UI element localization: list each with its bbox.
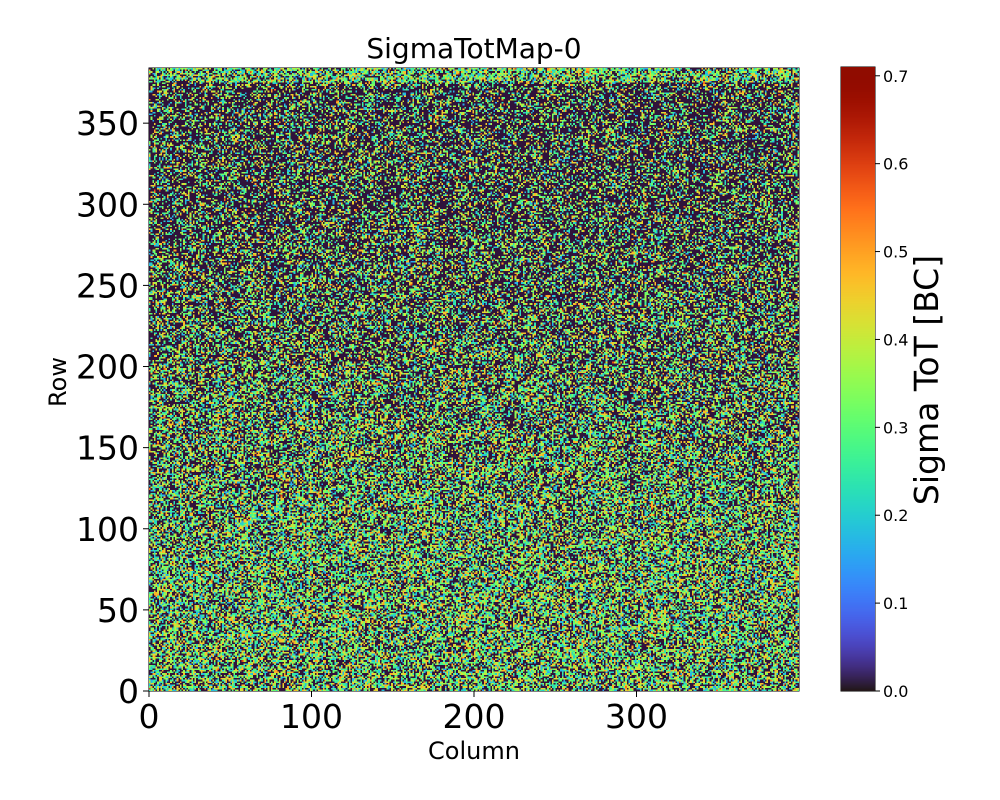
colorbar-tick-label: 0.1 <box>883 594 908 613</box>
y-tick-label: 250 <box>76 266 139 305</box>
chart-title: SigmaTotMap-0 <box>366 32 581 65</box>
y-tick-label: 200 <box>76 348 139 387</box>
colorbar-gradient <box>841 67 875 691</box>
y-axis-label: Row <box>44 357 72 407</box>
colorbar-tick-label: 0.0 <box>883 682 908 701</box>
x-axis-label: Column <box>428 737 520 765</box>
x-tick-label: 100 <box>280 697 343 736</box>
x-tick-label: 300 <box>605 697 668 736</box>
x-tick-label: 200 <box>443 697 506 736</box>
x-axis-ticks: 0 100 200 300 <box>139 691 668 736</box>
heatmap-image <box>149 68 799 691</box>
y-tick-label: 150 <box>76 429 139 468</box>
y-tick-label: 350 <box>76 104 139 143</box>
colorbar-tick-label: 0.7 <box>883 67 908 86</box>
colorbar-ticks: 0.0 0.1 0.2 0.3 0.4 0.5 0.6 0.7 <box>875 67 908 701</box>
colorbar-label: Sigma ToT [BC] <box>907 255 946 505</box>
colorbar-tick-label: 0.4 <box>883 330 908 349</box>
x-tick-label: 0 <box>139 697 160 736</box>
y-tick-label: 0 <box>118 672 139 711</box>
colorbar-tick-label: 0.5 <box>883 243 908 262</box>
colorbar-tick-label: 0.3 <box>883 418 908 437</box>
colorbar-tick-label: 0.6 <box>883 155 908 174</box>
y-tick-label: 50 <box>97 591 139 630</box>
y-tick-label: 300 <box>76 185 139 224</box>
colorbar-tick-label: 0.2 <box>883 506 908 525</box>
y-axis-ticks: 0 50 100 150 200 250 300 350 <box>76 104 149 711</box>
y-tick-label: 100 <box>76 510 139 549</box>
